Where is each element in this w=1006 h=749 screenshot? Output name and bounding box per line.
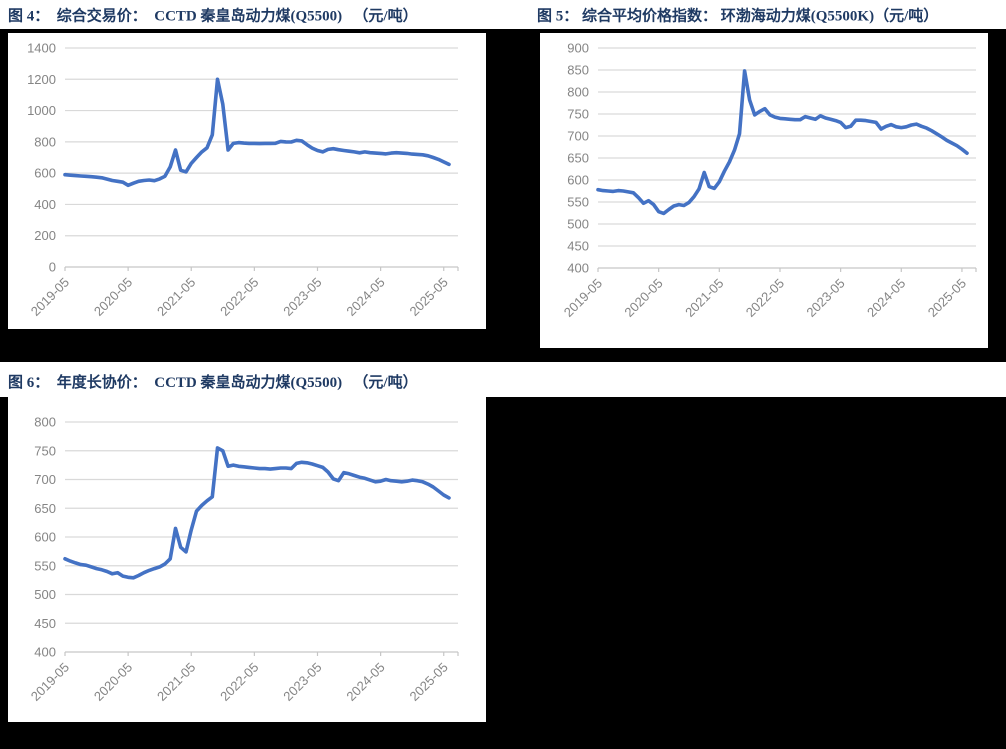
svg-text:2019-05: 2019-05 [28, 275, 72, 319]
figure4-card: 0 200 400 600 800 1000 1200 1400 2019-05 2020-05 2… [8, 33, 486, 329]
svg-text:750: 750 [34, 443, 56, 458]
svg-text:550: 550 [34, 558, 56, 573]
svg-text:600: 600 [34, 530, 56, 545]
svg-text:450: 450 [34, 616, 56, 631]
svg-text:600: 600 [567, 173, 589, 188]
middle-title-band: 图 6： 年度长协价： CCTD 秦皇岛动力煤(Q5500) （元/吨） [0, 362, 1006, 397]
svg-text:850: 850 [567, 63, 589, 78]
svg-text:2020-05: 2020-05 [91, 275, 135, 319]
svg-text:400: 400 [34, 197, 56, 212]
svg-text:600: 600 [34, 166, 56, 181]
svg-text:2023-05: 2023-05 [280, 275, 324, 319]
svg-text:2020-05: 2020-05 [621, 276, 665, 320]
svg-text:2021-05: 2021-05 [154, 660, 198, 704]
svg-text:1000: 1000 [27, 103, 56, 118]
figure4-chart: 0 200 400 600 800 1000 1200 1400 2019-05 2020-05 2… [27, 41, 459, 319]
svg-text:400: 400 [34, 645, 56, 660]
figure5-title: 图 5： 综合平均价格指数： 环渤海动力煤(Q5500K)（元/吨） [537, 8, 939, 24]
top-title-band: 图 4： 综合交易价： CCTD 秦皇岛动力煤(Q5500) （元/吨） 图 5… [0, 0, 1006, 29]
svg-text:800: 800 [34, 134, 56, 149]
svg-text:0: 0 [49, 260, 56, 275]
figure6-title: 图 6： 年度长协价： CCTD 秦皇岛动力煤(Q5500) （元/吨） [8, 375, 418, 391]
svg-text:2019-05: 2019-05 [28, 660, 72, 704]
svg-text:700: 700 [567, 129, 589, 144]
svg-text:2025-05: 2025-05 [407, 275, 451, 319]
svg-text:2023-05: 2023-05 [280, 660, 324, 704]
figure6-card: 400 450 500 550 600 650 700 750 800 2019-05 2020-0… [8, 397, 486, 722]
svg-text:2021-05: 2021-05 [154, 275, 198, 319]
figure6-chart: 400 450 500 550 600 650 700 750 800 2019-05 2020-0… [28, 415, 459, 704]
svg-text:2024-05: 2024-05 [864, 276, 908, 320]
svg-text:200: 200 [34, 228, 56, 243]
svg-text:2020-05: 2020-05 [91, 660, 135, 704]
svg-text:650: 650 [34, 501, 56, 516]
svg-text:700: 700 [34, 472, 56, 487]
svg-text:500: 500 [567, 217, 589, 232]
svg-text:2023-05: 2023-05 [803, 276, 847, 320]
svg-text:2021-05: 2021-05 [682, 276, 726, 320]
svg-text:2024-05: 2024-05 [343, 660, 387, 704]
svg-text:550: 550 [567, 195, 589, 210]
svg-text:400: 400 [567, 261, 589, 276]
svg-text:1200: 1200 [27, 72, 56, 87]
svg-text:2019-05: 2019-05 [561, 276, 605, 320]
svg-text:2024-05: 2024-05 [343, 275, 387, 319]
svg-text:2025-05: 2025-05 [407, 660, 451, 704]
svg-text:2022-05: 2022-05 [743, 276, 787, 320]
svg-text:2022-05: 2022-05 [217, 275, 261, 319]
figure4-title: 图 4： 综合交易价： CCTD 秦皇岛动力煤(Q5500) （元/吨） [8, 8, 418, 24]
svg-text:450: 450 [567, 239, 589, 254]
svg-text:900: 900 [567, 41, 589, 56]
svg-text:2022-05: 2022-05 [217, 660, 261, 704]
svg-text:750: 750 [567, 107, 589, 122]
figure5-chart: 400 450 500 550 600 650 700 750 800 850 900 2019-05… [561, 41, 977, 320]
svg-text:650: 650 [567, 151, 589, 166]
svg-text:2025-05: 2025-05 [925, 276, 969, 320]
svg-text:800: 800 [34, 415, 56, 430]
svg-text:500: 500 [34, 587, 56, 602]
svg-text:1400: 1400 [27, 41, 56, 56]
svg-text:800: 800 [567, 85, 589, 100]
figure5-card: 400 450 500 550 600 650 700 750 800 850 900 2019-05… [540, 33, 988, 348]
